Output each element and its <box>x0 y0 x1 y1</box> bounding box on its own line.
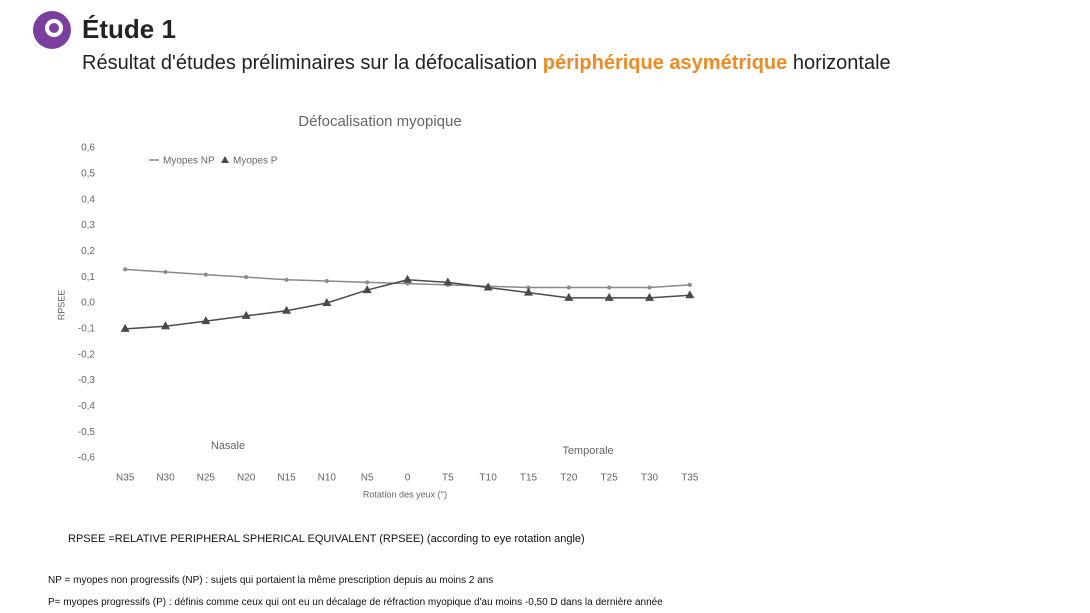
data-point <box>120 323 130 332</box>
x-tick-label: N20 <box>237 473 256 484</box>
x-axis-label: Rotation des yeux (°) <box>363 489 447 499</box>
y-tick-label: 0,4 <box>81 194 95 205</box>
data-point <box>241 310 251 319</box>
title: Étude 1 <box>82 14 176 44</box>
x-tick-label: N5 <box>361 473 374 484</box>
y-tick-label: 0,3 <box>81 220 95 231</box>
data-point <box>244 275 249 280</box>
y-tick-label: 0,2 <box>81 246 95 257</box>
x-tick-label: T15 <box>520 473 538 484</box>
x-tick-label: N15 <box>277 473 296 484</box>
data-point <box>483 282 493 291</box>
x-tick-label: N25 <box>197 473 216 484</box>
y-tick-label: -0,4 <box>78 401 96 412</box>
data-point <box>687 282 692 287</box>
y-tick-label: 0,6 <box>81 143 95 154</box>
legend-marker <box>221 156 229 163</box>
subtitle: Résultat d'études préliminaires sur la d… <box>82 52 891 75</box>
data-point <box>284 277 289 282</box>
y-tick-label: -0,5 <box>78 427 96 438</box>
data-point <box>163 270 168 274</box>
logo <box>33 11 71 49</box>
y-tick-label: 0,1 <box>81 272 95 283</box>
x-tick-label: T10 <box>480 473 498 484</box>
data-point <box>365 280 370 285</box>
data-point <box>647 285 652 290</box>
data-point <box>161 321 170 330</box>
data-point <box>201 316 211 325</box>
data-point <box>566 285 571 290</box>
footnote: NP = myopes non progressifs (NP) : sujet… <box>48 575 494 586</box>
legend-label: Myopes P <box>233 156 278 167</box>
data-point <box>645 292 654 301</box>
x-tick-label: N35 <box>116 473 135 484</box>
y-tick-label: -0,1 <box>78 323 96 334</box>
annotation: Temporale <box>562 445 613 457</box>
y-tick-label: -0,6 <box>78 453 96 464</box>
x-tick-label: N10 <box>318 473 337 484</box>
x-tick-label: T35 <box>681 473 699 484</box>
x-tick-label: T30 <box>641 473 659 484</box>
y-tick-label: 0,5 <box>81 168 95 179</box>
data-point <box>362 285 372 294</box>
data-point <box>604 292 614 301</box>
data-point <box>607 285 612 290</box>
x-tick-label: N30 <box>156 473 175 484</box>
x-tick-label: T5 <box>442 473 454 484</box>
data-point <box>324 279 329 284</box>
data-point <box>403 274 412 283</box>
x-tick-label: T25 <box>601 473 619 484</box>
footnote: RPSEE =RELATIVE PERIPHERAL SPHERICAL EQU… <box>68 533 585 545</box>
subtitle-highlight: périphérique asymétrique <box>542 52 788 74</box>
y-tick-label: -0,3 <box>78 375 96 386</box>
data-point <box>526 285 531 290</box>
data-point <box>524 287 533 296</box>
chart: Défocalisation myopique Rotation des yeu… <box>56 113 699 499</box>
annotation: Nasale <box>211 440 245 452</box>
data-point <box>282 305 291 314</box>
data-point <box>203 272 208 277</box>
chart-title: Défocalisation myopique <box>298 113 461 130</box>
footnote: P= myopes progressifs (P) : définis comm… <box>48 597 663 608</box>
data-point <box>322 298 332 306</box>
y-tick-label: -0,2 <box>78 349 96 360</box>
data-point <box>123 267 128 272</box>
data-point <box>443 277 453 286</box>
x-tick-label: 0 <box>405 473 411 484</box>
data-point <box>564 292 574 301</box>
subtitle-text: horizontale <box>787 52 891 74</box>
data-point <box>685 290 695 299</box>
x-tick-label: T20 <box>560 473 578 484</box>
y-tick-label: 0,0 <box>81 298 95 309</box>
legend-label: Myopes NP <box>163 156 215 167</box>
subtitle-text: Résultat d'études préliminaires sur la d… <box>82 52 543 74</box>
y-axis-label: RPSEE <box>56 290 66 321</box>
